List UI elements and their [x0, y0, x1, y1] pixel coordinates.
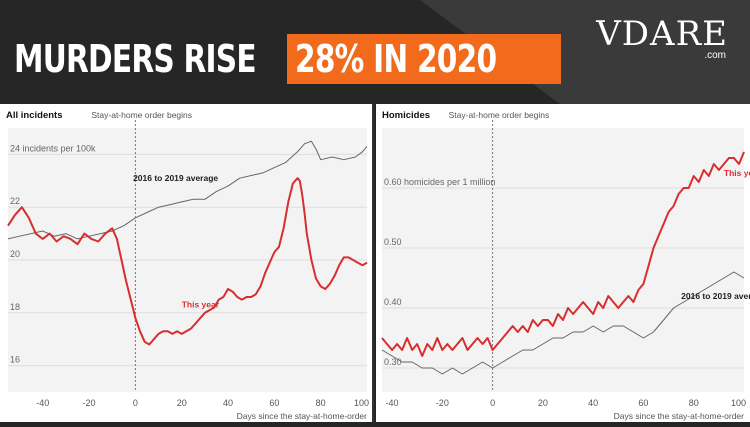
- stay-at-home-label: Stay-at-home order begins: [91, 110, 192, 120]
- x-tick-label: 60: [638, 398, 648, 408]
- headline: MURDERS RISE: [14, 34, 324, 84]
- x-tick-label: -40: [386, 398, 399, 408]
- annotation-this-year: This year: [182, 300, 220, 310]
- x-tick-label: 40: [588, 398, 598, 408]
- x-tick-label: 80: [689, 398, 699, 408]
- x-tick-label: 80: [316, 398, 326, 408]
- headline-highlight-text: 28% IN 2020: [295, 37, 497, 81]
- x-tick-label: 20: [538, 398, 548, 408]
- y-tick-label: 0.40: [384, 297, 402, 307]
- chart-panel-homicides: 0.30 0.40 0.50 0.60 homicides per 1 million…: [376, 104, 750, 422]
- x-axis-label: Days since the stay-at-home-order: [614, 411, 745, 421]
- headline-highlight: 28% IN 2020: [287, 34, 562, 84]
- site-logo-domain: .com: [704, 50, 726, 61]
- x-tick-label: 0: [490, 398, 495, 408]
- chart-title: All incidents: [6, 110, 62, 121]
- chart-homicides: 0.30 0.40 0.50 0.60 homicides per 1 million…: [381, 110, 750, 421]
- annotation-2016-to-2019-average: 2016 to 2019 average: [133, 173, 218, 183]
- y-tick-label: 22: [10, 196, 20, 206]
- headline-text: MURDERS RISE: [14, 37, 257, 81]
- x-tick-label: 0: [133, 398, 138, 408]
- series-line-this-year: [381, 151, 745, 357]
- stay-at-home-label: Stay-at-home order begins: [449, 110, 550, 120]
- series-line-this-year: [7, 177, 368, 346]
- x-tick-label: 20: [177, 398, 187, 408]
- annotation-2016-to-2019-average: 2016 to 2019 average: [681, 291, 750, 301]
- y-tick-label: 0.50: [384, 237, 402, 247]
- x-tick-label: 100: [354, 398, 369, 408]
- y-tick-label: 16: [10, 355, 20, 365]
- chart-panel-all-incidents: 16 18 20 22 24 incidents per 100k -40 -20 0 20 40…: [0, 104, 374, 422]
- x-tick-label: -20: [83, 398, 96, 408]
- x-tick-label: -40: [36, 398, 49, 408]
- y-tick-label: 24 incidents per 100k: [10, 143, 96, 153]
- header-banner: MURDERS RISE 28% IN 2020 VDARE .com: [0, 0, 750, 104]
- x-tick-label: 40: [223, 398, 233, 408]
- x-tick-label: 100: [731, 398, 746, 408]
- x-axis-label: Days since the stay-at-home-order: [237, 411, 368, 421]
- y-tick-label: 0.30: [384, 357, 402, 367]
- header-background: [420, 0, 750, 104]
- series-line-2016-to-2019-average: [381, 271, 745, 375]
- x-tick-label: 60: [269, 398, 279, 408]
- series-line-2016-to-2019-average: [7, 140, 368, 240]
- y-tick-label: 20: [10, 249, 20, 259]
- plot-area: [382, 128, 744, 392]
- x-tick-label: -20: [436, 398, 449, 408]
- y-tick-label: 18: [10, 302, 20, 312]
- site-logo[interactable]: VDARE: [596, 14, 728, 54]
- chart-title: Homicides: [382, 110, 430, 121]
- y-tick-label: 0.60 homicides per 1 million: [384, 177, 496, 187]
- annotation-this-year: This year: [724, 168, 750, 178]
- chart-all-incidents: 16 18 20 22 24 incidents per 100k -40 -20 0 20 40…: [6, 110, 369, 421]
